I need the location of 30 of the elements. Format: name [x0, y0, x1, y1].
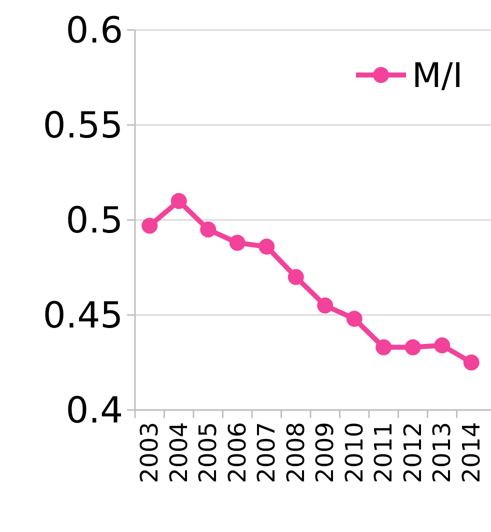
- legend-label: M/I: [412, 56, 463, 96]
- point: [463, 354, 480, 370]
- point: [376, 339, 392, 356]
- x-tick-label: 2014: [457, 422, 486, 484]
- point: [317, 298, 334, 314]
- y-tick-label: 0.4: [66, 390, 123, 432]
- point: [142, 218, 158, 234]
- y-tick-label: 0.55: [42, 106, 123, 147]
- x-tick-label: 2013: [428, 422, 456, 484]
- x-tick-label: 2007: [252, 422, 281, 484]
- x-tick-label: 2008: [282, 422, 310, 484]
- x-tick-label: 2003: [136, 422, 164, 484]
- point: [229, 234, 246, 251]
- point: [434, 337, 450, 354]
- point: [258, 238, 275, 255]
- x-tick-label: 2005: [194, 422, 222, 484]
- point: [404, 339, 421, 356]
- point: [346, 310, 362, 327]
- x-tick-label: 2004: [164, 422, 193, 484]
- y-tick-label: 0.45: [42, 296, 123, 337]
- x-tick-label: 2010: [340, 422, 368, 484]
- y-tick-label: 0.5: [66, 200, 123, 242]
- x-tick-label: 2006: [223, 422, 252, 484]
- x-tick-label: 2011: [370, 422, 398, 484]
- point: [170, 193, 187, 209]
- point: [200, 222, 216, 238]
- x-tick-label: 2009: [311, 422, 340, 484]
- x-tick-label: 2012: [398, 422, 427, 484]
- y-tick-label: 0.6: [66, 10, 123, 52]
- point: [288, 269, 304, 285]
